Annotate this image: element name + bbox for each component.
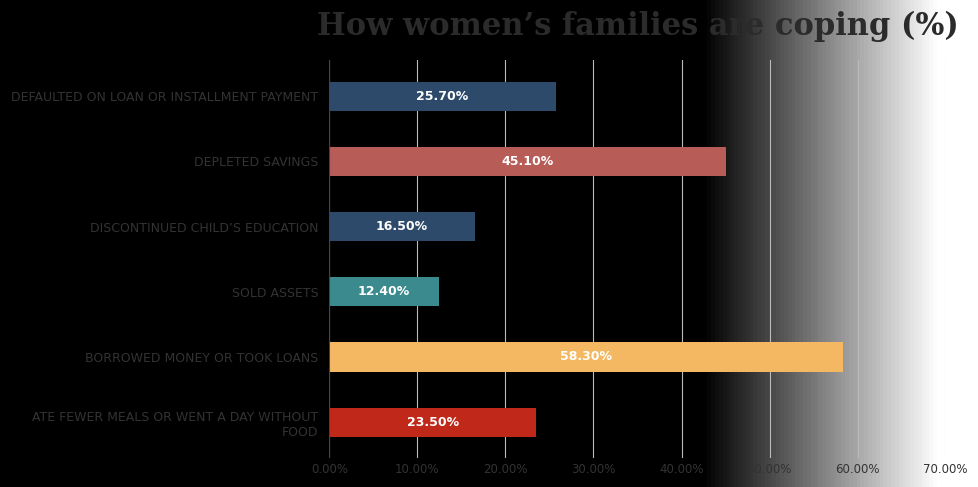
Bar: [329, 408, 536, 437]
Title: How women’s families are coping (%): How women’s families are coping (%): [316, 11, 957, 42]
Bar: [329, 212, 474, 241]
Text: 16.50%: 16.50%: [376, 220, 427, 233]
Text: 58.30%: 58.30%: [559, 351, 611, 363]
Bar: [329, 342, 842, 372]
Text: 12.40%: 12.40%: [357, 285, 410, 298]
Bar: [329, 81, 556, 111]
Text: 45.10%: 45.10%: [502, 155, 554, 168]
Bar: [329, 277, 438, 306]
Text: 23.50%: 23.50%: [406, 416, 459, 429]
Bar: [329, 147, 726, 176]
Text: 25.70%: 25.70%: [416, 90, 468, 103]
